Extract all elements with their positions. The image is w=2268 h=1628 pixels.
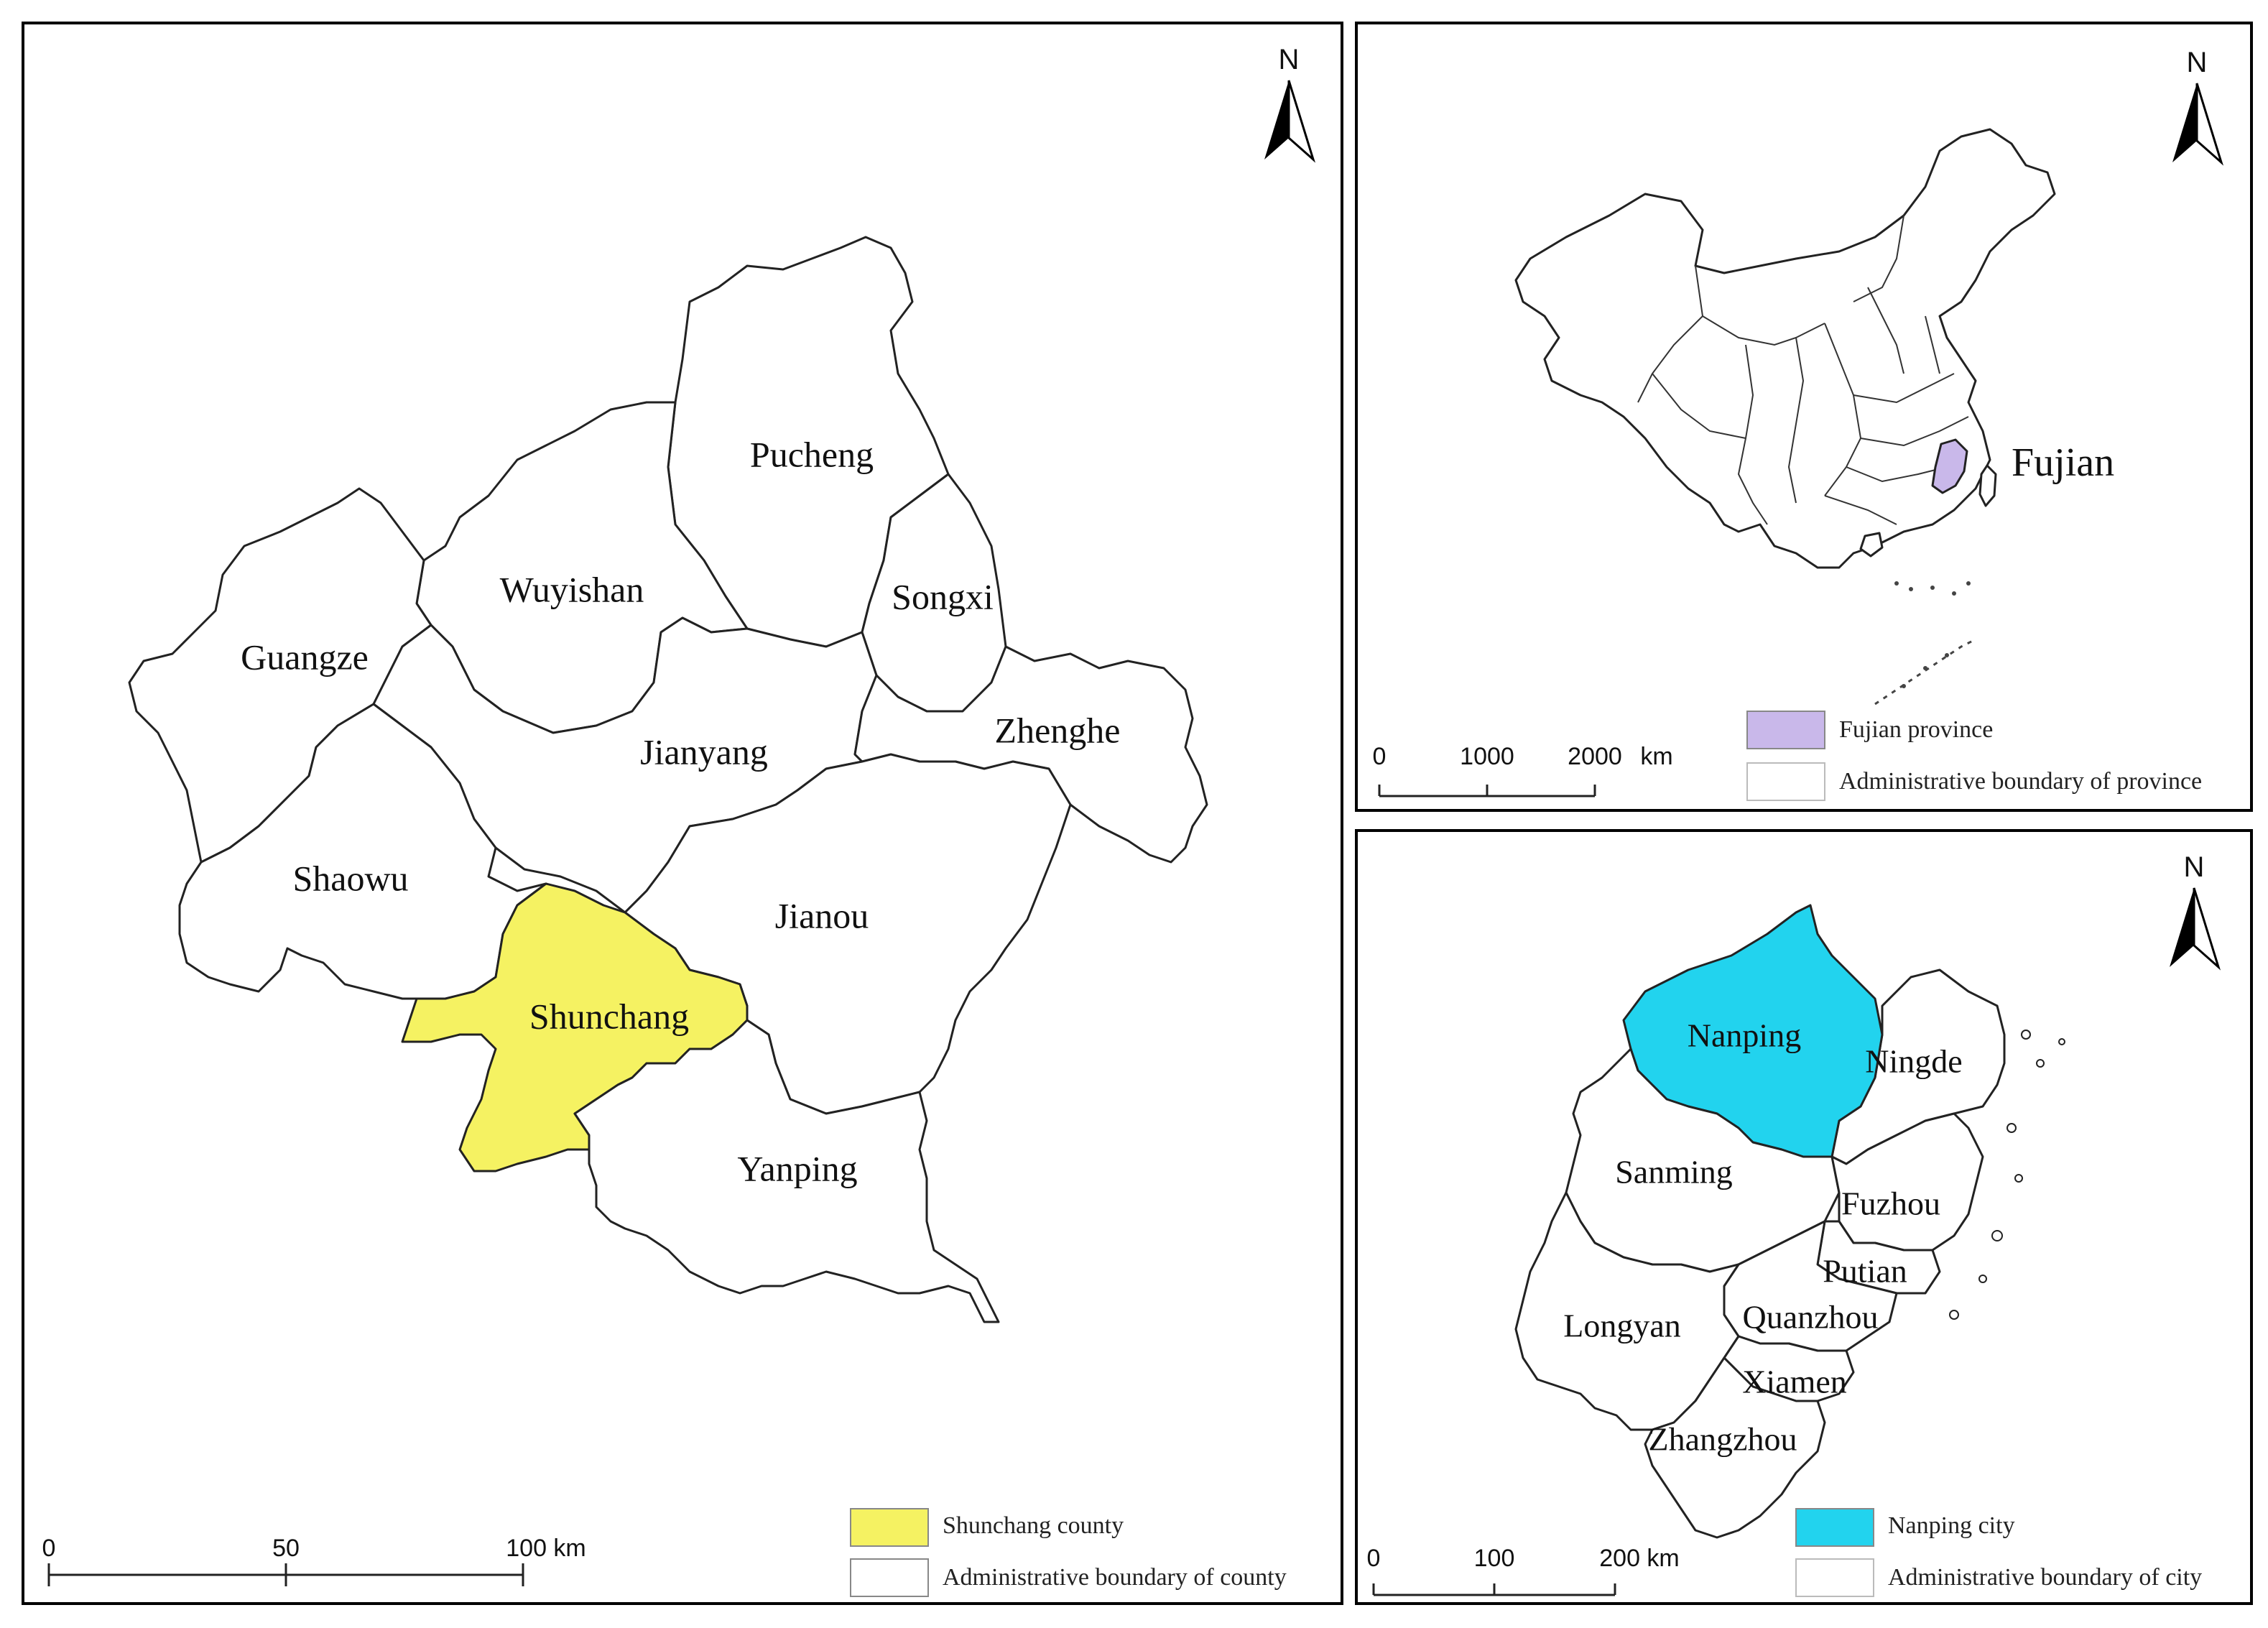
county-regions: [128, 236, 1208, 1323]
county-label-shunchang: Shunchang: [529, 996, 689, 1036]
china-outline: [1514, 128, 2056, 569]
city-label-xiamen: Xiamen: [1742, 1364, 1847, 1400]
left-legend-label-shunchang: Shunchang county: [943, 1512, 1124, 1539]
left-scale-tick-50: 50: [272, 1535, 300, 1562]
fujian-coastal-islands: [1949, 1030, 2065, 1320]
city-region-zhangzhou[interactable]: [1644, 1356, 1826, 1539]
china-fujian-region[interactable]: [1931, 438, 1968, 494]
county-label-guangze: Guangze: [241, 637, 369, 677]
county-label-wuyishan: Wuyishan: [500, 569, 644, 609]
left-scale-tick-0: 0: [42, 1535, 56, 1562]
left-north-arrow-icon: N: [1264, 44, 1316, 163]
fujian-legend-label-nanping: Nanping city: [1888, 1512, 2015, 1539]
city-label-quanzhou: Quanzhou: [1742, 1299, 1878, 1336]
fujian-north-label: N: [2184, 851, 2205, 883]
city-label-nanping: Nanping: [1688, 1017, 1801, 1054]
china-hainan: [1859, 532, 1884, 558]
china-north-arrow-icon: N: [2172, 47, 2224, 166]
city-label-putian: Putian: [1823, 1253, 1907, 1290]
china-scale-bar: 0 1000 2000 km: [1373, 743, 1673, 797]
left-panel-border: [22, 22, 1343, 1605]
china-province-boundaries: [1637, 215, 1969, 525]
china-label-fujian: Fujian: [2012, 440, 2114, 485]
fujian-legend-swatch-boundary: [1795, 1558, 1874, 1597]
left-scale-tick-100: 100 km: [506, 1535, 586, 1562]
china-legend-swatch-fujian: [1746, 711, 1825, 749]
china-scale-tick-2000: 2000: [1568, 743, 1622, 770]
china-legend: Fujian province Administrative boundary …: [1746, 711, 2202, 801]
county-label-shaowu: Shaowu: [292, 858, 408, 898]
city-regions: [1514, 904, 2006, 1539]
left-north-label: N: [1279, 44, 1300, 75]
city-label-fuzhou: Fuzhou: [1841, 1185, 1940, 1222]
china-north-label: N: [2187, 47, 2208, 78]
county-label-pucheng: Pucheng: [750, 434, 874, 474]
left-legend-swatch-shunchang: [850, 1508, 929, 1547]
county-region-shunchang[interactable]: [401, 882, 749, 1173]
left-legend: Shunchang county Administrative boundary…: [850, 1508, 1287, 1597]
fujian-scale-tick-0: 0: [1367, 1545, 1381, 1572]
left-scale-bar: 0 50 100 km: [42, 1535, 586, 1586]
china-scale-tick-1000: 1000: [1460, 743, 1514, 770]
left-legend-label-boundary: Administrative boundary of county: [943, 1564, 1287, 1591]
city-label-ningde: Ningde: [1865, 1043, 1962, 1080]
fujian-scale-tick-100: 100: [1474, 1545, 1515, 1572]
china-panel-border: [1355, 22, 2253, 812]
county-label-jianyang: Jianyang: [640, 731, 768, 772]
fujian-panel-border: [1355, 829, 2253, 1605]
china-south-sea-islands: [1874, 581, 1976, 706]
county-label-zhenghe: Zhenghe: [995, 710, 1121, 750]
left-map-panel: N Pucheng Wuyishan Songxi Guangze Jianya…: [22, 22, 1343, 1605]
left-legend-swatch-boundary: [850, 1558, 929, 1597]
city-labels: Nanping Ningde Sanming Fuzhou Putian Lon…: [1563, 1017, 1962, 1458]
fujian-map-panel: N Nanping Ningde Sanming Fuzhou Put: [1355, 829, 2253, 1605]
china-taiwan: [1978, 464, 1997, 507]
china-scale-tick-0: 0: [1373, 743, 1387, 770]
county-label-yanping: Yanping: [737, 1148, 857, 1188]
fujian-scale-bar: 0 100 200 km: [1367, 1545, 1680, 1596]
county-labels: Pucheng Wuyishan Songxi Guangze Jianyang…: [241, 434, 1120, 1188]
county-label-jianou: Jianou: [775, 895, 869, 935]
fujian-legend: Nanping city Administrative boundary of …: [1795, 1508, 2202, 1597]
county-region-shaowu[interactable]: [178, 703, 547, 1000]
china-map-panel: N: [1355, 22, 2253, 812]
fujian-legend-swatch-nanping: [1795, 1508, 1874, 1547]
city-label-sanming: Sanming: [1615, 1154, 1733, 1190]
fujian-legend-label-boundary: Administrative boundary of city: [1888, 1564, 2202, 1591]
county-region-yanping[interactable]: [573, 1019, 1000, 1323]
fujian-scale-tick-200: 200 km: [1599, 1545, 1680, 1572]
county-label-songxi: Songxi: [892, 576, 994, 616]
china-legend-label-fujian: Fujian province: [1839, 716, 1993, 743]
city-label-longyan: Longyan: [1563, 1308, 1681, 1344]
china-legend-swatch-boundary: [1746, 762, 1825, 801]
fujian-north-arrow-icon: N: [2170, 851, 2221, 971]
china-legend-label-boundary: Administrative boundary of province: [1839, 768, 2202, 795]
city-label-zhangzhou: Zhangzhou: [1649, 1421, 1797, 1458]
china-scale-unit: km: [1640, 743, 1672, 770]
